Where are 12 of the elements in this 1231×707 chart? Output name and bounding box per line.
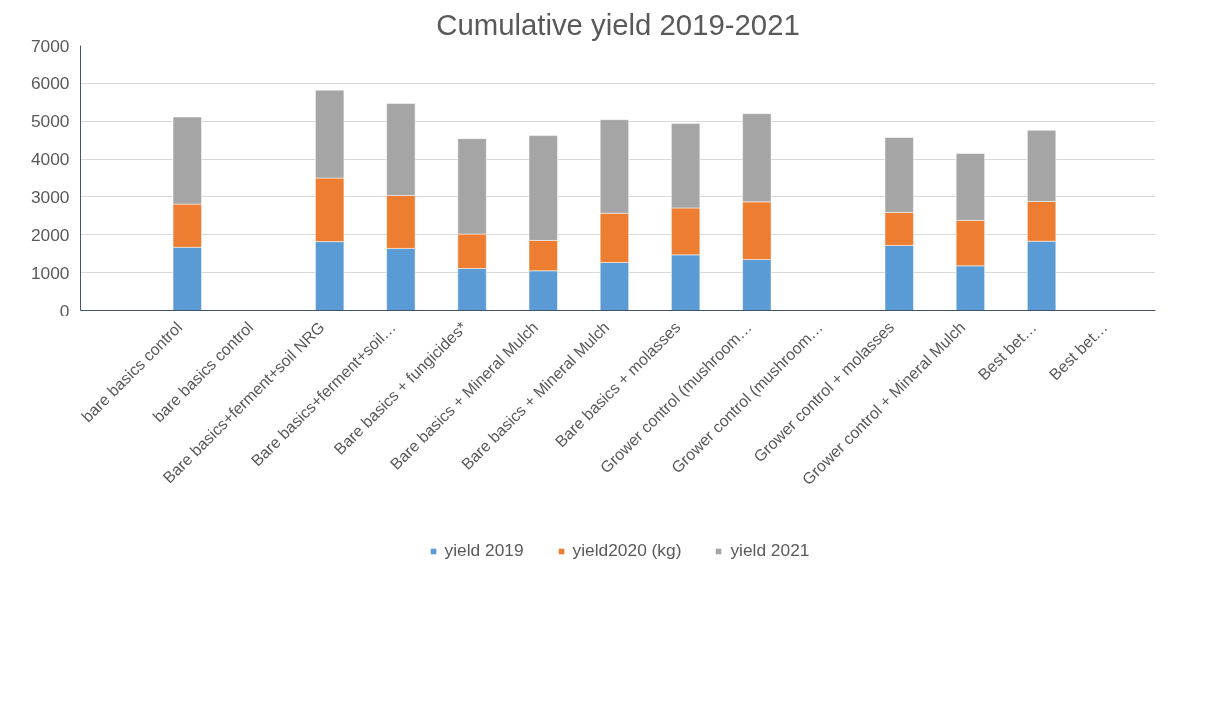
- y-tick-label: 6000: [30, 73, 70, 94]
- legend-label: yield 2021: [730, 540, 810, 561]
- y-tick-label: 7000: [30, 35, 70, 56]
- y-tick-label: 2000: [30, 224, 70, 245]
- y-tick-label: 5000: [30, 111, 70, 132]
- legend-label: yield2020 (kg): [572, 540, 682, 561]
- y-tick-label: 3000: [30, 186, 70, 207]
- chart-title: Cumulative yield 2019-2021: [436, 7, 800, 41]
- y-tick-label: 4000: [30, 149, 70, 170]
- y-tick-label: 1000: [30, 262, 70, 283]
- y-tick-label: 0: [59, 300, 70, 321]
- legend-label: yield 2019: [444, 540, 524, 561]
